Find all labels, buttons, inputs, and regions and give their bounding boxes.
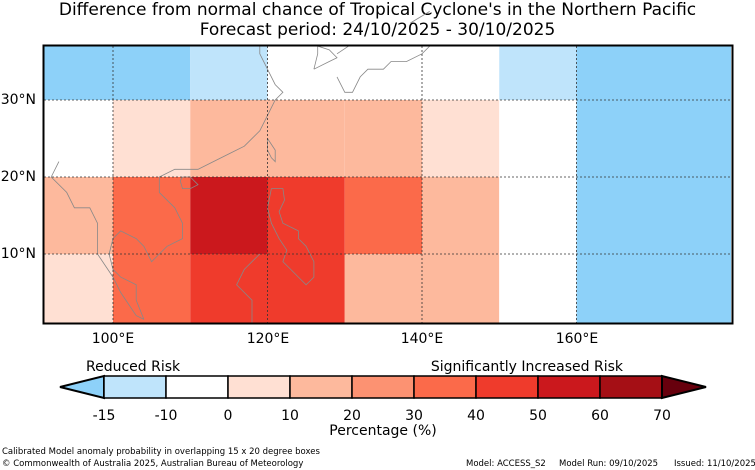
coastline-segment <box>410 11 430 24</box>
risk-cell-0-3 <box>267 46 345 100</box>
risk-cell-1-1 <box>113 100 191 177</box>
risk-cell-3-3 <box>267 254 345 323</box>
colorbar-axis-label: Percentage (%) <box>329 423 436 439</box>
map-frame <box>42 44 734 325</box>
coastline-segment <box>179 176 199 190</box>
risk-cell-1-4 <box>344 100 422 177</box>
colorbar-tick-label: 10 <box>281 408 299 424</box>
lon-label-140e: 140°E <box>401 331 444 347</box>
colorbar-segment <box>537 375 601 399</box>
footer-issued: Issued: 11/10/2025 <box>674 459 755 469</box>
graticule <box>44 46 732 323</box>
coastline-outline <box>50 11 430 324</box>
footer-model-run: Model Run: 09/10/2025 <box>559 459 659 469</box>
colorbar <box>59 374 707 400</box>
risk-cell-2-4 <box>344 177 422 254</box>
risk-cell-3-2 <box>190 254 268 323</box>
risk-cell-3-7 <box>576 254 731 323</box>
coastline-segment <box>267 138 276 163</box>
lon-label-100e: 100°E <box>92 331 135 347</box>
risk-cell-0-4 <box>344 46 422 100</box>
colorbar-max-arrow <box>661 374 707 400</box>
chart-title: Difference from normal chance of Tropica… <box>58 0 697 20</box>
lat-label-30n: 30°N <box>1 92 36 108</box>
forecast-period-subtitle: Forecast period: 24/10/2025 - 30/10/2025 <box>199 20 556 40</box>
lat-label-20n: 20°N <box>1 169 36 185</box>
risk-cell-1-7 <box>576 100 731 177</box>
colorbar-tick-label: 40 <box>467 408 485 424</box>
risk-cell-2-6 <box>499 177 577 254</box>
risk-cell-0-0 <box>44 46 113 100</box>
colorbar-segment <box>227 375 291 399</box>
coastline-segment <box>336 45 349 55</box>
risk-cell-2-0 <box>44 177 113 254</box>
risk-grid <box>44 46 731 323</box>
colorbar-segment <box>599 375 663 399</box>
coastline-segment <box>236 253 261 324</box>
risk-cell-0-2 <box>190 46 268 100</box>
risk-cell-2-2 <box>190 177 268 254</box>
colorbar-segment <box>413 375 477 399</box>
risk-cell-1-0 <box>44 100 113 177</box>
risk-cell-3-1 <box>113 254 191 323</box>
risk-cell-0-7 <box>576 46 731 100</box>
coastline-segment <box>267 188 315 286</box>
footer-copyright: © Commonwealth of Australia 2025, Austra… <box>2 459 304 469</box>
colorbar-segment <box>351 375 415 399</box>
colorbar-segment <box>475 375 539 399</box>
colorbar-min-arrow <box>59 374 105 400</box>
coastline-segment <box>336 45 430 93</box>
colorbar-segment <box>289 375 353 399</box>
risk-cell-0-1 <box>113 46 191 100</box>
colorbar-tick-label: 20 <box>343 408 361 424</box>
risk-cell-1-6 <box>499 100 577 177</box>
colorbar-tick-label: -15 <box>93 408 116 424</box>
colorbar-tick-label: 70 <box>653 408 671 424</box>
colorbar-tick-label: 30 <box>405 408 423 424</box>
risk-cell-1-2 <box>190 100 268 177</box>
coastline-segment <box>313 45 338 70</box>
colorbar-segment <box>103 375 167 399</box>
colorbar-tick-label: 50 <box>529 408 547 424</box>
colorbar-segment <box>165 375 229 399</box>
colorbar-tick-label: 60 <box>591 408 609 424</box>
lon-label-120e: 120°E <box>247 331 290 347</box>
footer-model: Model: ACCESS_S2 <box>466 459 546 469</box>
legend-reduced-risk-label: Reduced Risk <box>86 359 181 375</box>
risk-cell-3-6 <box>499 254 577 323</box>
lon-label-160e: 160°E <box>556 331 599 347</box>
risk-cell-2-7 <box>576 177 731 254</box>
coastline-segment <box>108 46 284 320</box>
risk-cell-3-0 <box>44 254 113 323</box>
coastline-segment <box>50 161 145 320</box>
risk-cell-1-3 <box>267 100 345 177</box>
risk-cell-2-5 <box>422 177 500 254</box>
colorbar-tick-label: 0 <box>224 408 233 424</box>
colorbar-tick-label: -10 <box>155 408 178 424</box>
risk-cell-0-5 <box>422 46 500 100</box>
colorbar-tick-labels: -15 -10 0 10 20 30 40 50 60 70 <box>93 408 671 424</box>
risk-cell-1-5 <box>422 100 500 177</box>
risk-cell-3-5 <box>422 254 500 323</box>
risk-cell-0-6 <box>499 46 577 100</box>
legend-increased-risk-label: Significantly Increased Risk <box>431 359 624 375</box>
lat-label-10n: 10°N <box>1 246 36 262</box>
risk-cell-3-4 <box>344 254 422 323</box>
footer-description: Calibrated Model anomaly probability in … <box>2 447 320 457</box>
